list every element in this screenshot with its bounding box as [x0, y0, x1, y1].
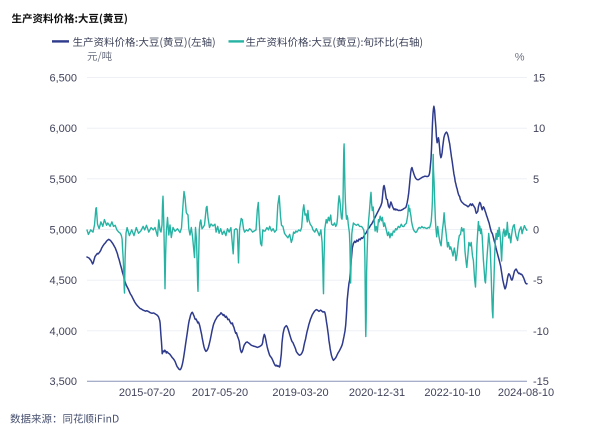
svg-text:2017-05-20: 2017-05-20 — [192, 387, 248, 399]
svg-text:6,000: 6,000 — [49, 123, 77, 135]
svg-text:2020-12-31: 2020-12-31 — [349, 387, 405, 399]
svg-text:10: 10 — [533, 123, 545, 135]
svg-text:-15: -15 — [533, 376, 549, 388]
svg-text:2024-08-10: 2024-08-10 — [498, 387, 554, 399]
svg-text:2022-10-10: 2022-10-10 — [424, 387, 480, 399]
svg-text:-10: -10 — [533, 326, 549, 338]
svg-text:2019-03-20: 2019-03-20 — [272, 387, 328, 399]
svg-text:5,500: 5,500 — [49, 174, 77, 186]
svg-text:4,500: 4,500 — [49, 275, 77, 287]
svg-text:5: 5 — [533, 174, 539, 186]
svg-text:3,500: 3,500 — [49, 376, 77, 388]
svg-text:0: 0 — [533, 225, 539, 237]
svg-text:15: 15 — [533, 73, 545, 85]
svg-text:-5: -5 — [533, 275, 543, 287]
svg-text:2015-07-20: 2015-07-20 — [119, 387, 175, 399]
svg-text:%: % — [515, 52, 525, 64]
svg-text:5,000: 5,000 — [49, 225, 77, 237]
svg-text:4,000: 4,000 — [49, 326, 77, 338]
svg-text:6,500: 6,500 — [49, 73, 77, 85]
